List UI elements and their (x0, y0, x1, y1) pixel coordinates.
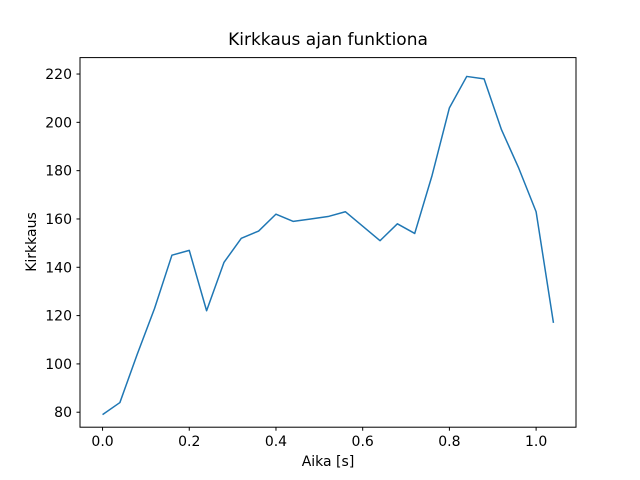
x-tick-label: 0.8 (438, 434, 460, 450)
chart-title: Kirkkaus ajan funktiona (228, 30, 428, 50)
y-axis-label: Kirkkaus (24, 212, 40, 272)
x-tick-label: 0.6 (352, 434, 374, 450)
x-axis-label: Aika [s] (302, 454, 355, 470)
x-tick-label: 0.0 (91, 434, 113, 450)
data-line (102, 75, 555, 416)
y-tick-label: 160 (45, 212, 72, 228)
x-tick-label: 1.0 (525, 434, 547, 450)
y-tick-label: 180 (45, 164, 72, 180)
y-tick-label: 220 (45, 67, 72, 83)
y-tick-label: 100 (45, 357, 72, 373)
y-tick-label: 120 (45, 309, 72, 325)
x-tick-label: 0.4 (265, 434, 287, 450)
plot-area-frame (79, 57, 577, 428)
x-tick-label: 0.2 (178, 434, 200, 450)
y-tick-label: 80 (54, 405, 72, 421)
data-line-layer (102, 75, 555, 416)
y-tick-label: 200 (45, 115, 72, 131)
ticks-layer: 0.0 0.2 0.4 0.6 0.8 1.0 80 100 120 140 160 180 200 22… (45, 67, 547, 450)
y-tick-label: 140 (45, 260, 72, 276)
